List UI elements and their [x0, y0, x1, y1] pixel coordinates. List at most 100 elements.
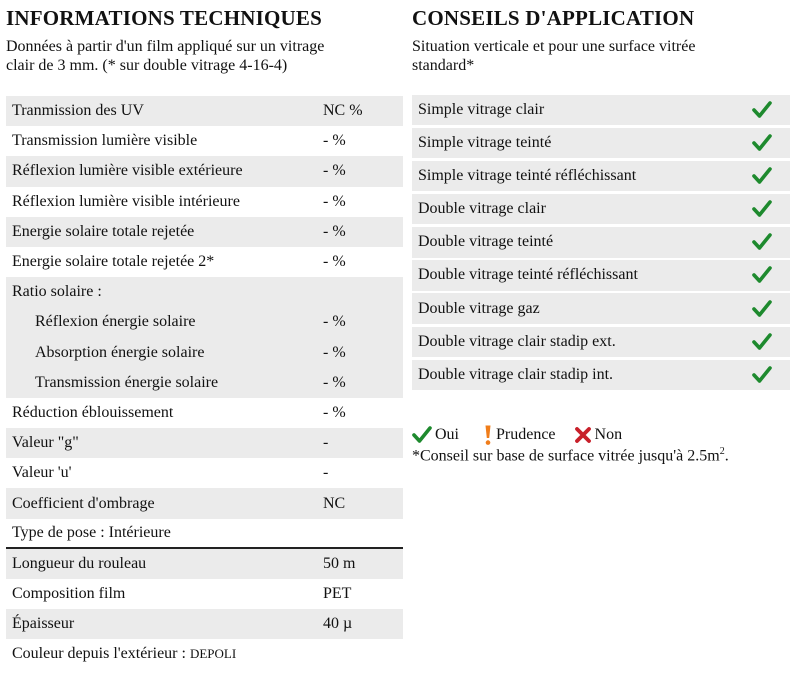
row-label: Simple vitrage teinté [418, 134, 552, 152]
table-row: Double vitrage clair stadip ext. [412, 326, 790, 357]
row-label: Transmission lumière visible [12, 132, 198, 150]
row-value: - % [323, 403, 346, 421]
legend-prudence-label: Prudence [496, 426, 556, 443]
table-row: Ratio solaire : [6, 277, 403, 307]
check-icon [734, 266, 790, 284]
row-label: Longueur du rouleau [12, 554, 147, 572]
surface-note: *Conseil sur base de surface vitrée jusq… [412, 446, 729, 465]
row-value: - % [323, 343, 346, 361]
row-value: NC [323, 494, 346, 512]
check-icon [734, 365, 790, 384]
table-row: Absorption énergie solaire - % [6, 338, 403, 368]
check-icon [734, 200, 790, 218]
check-icon [734, 233, 790, 251]
couleur-label: Couleur depuis l'extérieur : [12, 645, 190, 663]
row-label: Energie solaire totale rejetée 2* [12, 253, 215, 271]
couleur-row: Couleur depuis l'extérieur : DEPOLI [6, 639, 403, 669]
row-value: - [323, 434, 329, 452]
row-value: - % [323, 162, 346, 180]
technical-info-title: INFORMATIONS TECHNIQUES [6, 6, 322, 30]
table-row: Simple vitrage teinté [412, 128, 790, 159]
row-label: Tranmission des UV [12, 102, 144, 120]
application-advice-title: CONSEILS D'APPLICATION [412, 6, 695, 30]
legend-oui-label: Oui [435, 426, 459, 443]
table-row: Réflexion énergie solaire - % [6, 307, 403, 337]
row-label: Absorption énergie solaire [35, 343, 205, 361]
table-row: Energie solaire totale rejetée - % [6, 216, 403, 247]
row-value: - % [323, 313, 346, 331]
row-label: Double vitrage clair stadip int. [418, 365, 614, 383]
row-label: Transmission énergie solaire [35, 373, 219, 391]
table-row: Double vitrage clair [412, 194, 790, 225]
couleur-value: DEPOLI [189, 646, 237, 662]
row-value: - [323, 464, 329, 482]
check-icon [412, 426, 432, 444]
legend-prudence: Prudence [483, 424, 556, 446]
row-label: Simple vitrage teinté réfléchissant [418, 167, 637, 185]
table-row: Type de pose : Intérieure [6, 519, 403, 549]
row-label: Réflexion lumière visible intérieure [12, 192, 240, 210]
table-row: Double vitrage teinté [412, 227, 790, 258]
row-label: Type de pose : Intérieure [12, 523, 171, 541]
table-row: Réflexion lumière visible intérieure - % [6, 187, 403, 217]
row-label: Épaisseur [12, 615, 75, 633]
check-icon [734, 332, 790, 351]
row-value: NC % [323, 102, 363, 120]
check-icon [734, 299, 790, 318]
table-row: Transmission énergie solaire - % [6, 368, 403, 398]
row-label: Valeur "g" [12, 434, 79, 452]
row-value: 40 µ [323, 615, 353, 633]
technical-info-subtitle: Données à partir d'un film appliqué sur … [6, 38, 325, 74]
row-label: Coefficient d'ombrage [12, 494, 155, 512]
row-label: Double vitrage teinté réfléchissant [418, 266, 638, 284]
table-row: Épaisseur 40 µ [6, 609, 403, 640]
technical-info-section: INFORMATIONS TECHNIQUES Données à partir… [6, 0, 403, 662]
row-label: Simple vitrage clair [418, 101, 545, 119]
application-advice-table: Simple vitrage clair Simple vitrage tein… [412, 95, 790, 393]
table-row: Double vitrage gaz [412, 293, 790, 324]
table-row: Transmission lumière visible - % [6, 126, 403, 156]
row-label: Energie solaire totale rejetée [12, 222, 195, 240]
table-row: Coefficient d'ombrage NC [6, 488, 403, 519]
row-value: 50 m [323, 554, 356, 572]
check-icon [734, 167, 790, 185]
row-value: - % [323, 373, 346, 391]
table-row: Tranmission des UV NC % [6, 96, 403, 127]
technical-info-table: Tranmission des UV NC % Transmission lum… [6, 96, 403, 670]
table-row: Double vitrage teinté réfléchissant [412, 260, 790, 291]
table-row: Simple vitrage clair [412, 95, 790, 126]
table-row: Simple vitrage teinté réfléchissant [412, 161, 790, 192]
row-value: - % [323, 192, 346, 210]
check-icon [734, 101, 790, 119]
legend-oui: Oui [412, 426, 459, 444]
row-value: - % [323, 253, 346, 271]
table-row: Valeur 'u' - [6, 458, 403, 488]
application-advice-section: CONSEILS D'APPLICATION Situation vertica… [412, 0, 792, 464]
cross-icon [574, 426, 592, 444]
table-row: Energie solaire totale rejetée 2* - % [6, 247, 403, 277]
table-row: Longueur du rouleau 50 m [6, 548, 403, 579]
table-row: Réduction éblouissement - % [6, 398, 403, 428]
table-row: Valeur "g" - [6, 428, 403, 459]
row-label: Double vitrage teinté [418, 233, 554, 251]
row-label: Valeur 'u' [12, 464, 72, 482]
table-row: Réflexion lumière visible extérieure - % [6, 156, 403, 187]
row-label: Ratio solaire : [12, 283, 102, 301]
row-label: Double vitrage gaz [418, 299, 540, 317]
row-label: Réflexion énergie solaire [35, 313, 196, 331]
row-value: - % [323, 132, 346, 150]
row-label: Réduction éblouissement [12, 403, 174, 421]
table-row: Double vitrage clair stadip int. [412, 359, 790, 390]
row-label: Double vitrage clair [418, 200, 546, 218]
legend-non-label: Non [594, 426, 623, 443]
check-icon [734, 134, 790, 152]
row-value: PET [323, 585, 352, 603]
row-label: Réflexion lumière visible extérieure [12, 162, 243, 180]
application-advice-subtitle: Situation verticale et pour une surface … [412, 38, 696, 74]
table-row: Composition film PET [6, 579, 403, 609]
row-value: - % [323, 222, 346, 240]
exclamation-icon [483, 424, 493, 446]
legend: Oui Prudence Non [412, 424, 632, 446]
legend-non: Non [574, 426, 623, 444]
ratio-solaire-group: Ratio solaire : Réflexion énergie solair… [6, 277, 403, 398]
